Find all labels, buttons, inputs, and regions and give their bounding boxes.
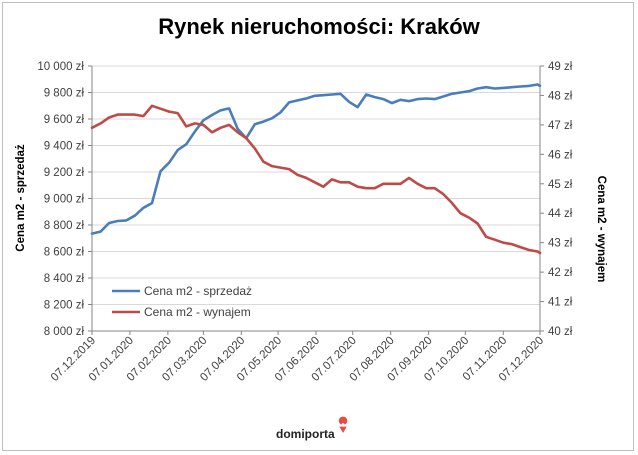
y-axis-right-title: Cena m2 - wynajem [595, 176, 607, 283]
logo-text: domiporta [276, 427, 335, 441]
y-left-tick-label: 10 000 zł [37, 61, 84, 73]
y-right-tick-label: 45 zł [548, 179, 573, 191]
y-left-tick-label: 8 000 zł [44, 326, 85, 338]
series-line-wynajem [90, 104, 542, 255]
legend: Cena m2 - sprzedaż Cena m2 - wynajem [112, 284, 252, 319]
y-axis-left: 8 000 zł 8 200 zł 8 400 zł 8 600 zł 8 800 zł… [37, 61, 93, 338]
y-right-tick-label: 46 zł [548, 149, 573, 161]
y-right-tick-label: 40 zł [548, 326, 573, 338]
x-axis: 07.12.201907.01.202007.02.202007.03.2020… [49, 330, 546, 384]
y-right-tick-label: 47 zł [548, 120, 573, 132]
y-right-tick-label: 48 zł [548, 90, 573, 102]
y-left-tick-label: 9 200 zł [44, 167, 85, 179]
y-right-tick-label: 49 zł [548, 61, 573, 73]
y-left-tick-label: 9 000 zł [44, 194, 85, 206]
chart-title: Rynek nieruchomości: Kraków [158, 14, 480, 39]
y-left-tick-label: 9 800 zł [44, 88, 85, 100]
domiporta-logo: domiporta [276, 416, 348, 441]
map-pin-dot [341, 423, 345, 427]
data-series [90, 83, 542, 255]
y-right-tick-label: 43 zł [548, 238, 573, 250]
y-axis-left-title: Cena m2 - sprzedaż [15, 144, 27, 252]
y-left-tick-label: 9 400 zł [44, 141, 85, 153]
series-line-sprzedaz [90, 83, 542, 235]
y-right-tick-label: 42 zł [548, 267, 573, 279]
legend-label: Cena m2 - sprzedaż [144, 284, 252, 298]
chart-frame [2, 2, 634, 451]
legend-label: Cena m2 - wynajem [144, 305, 251, 319]
y-left-tick-label: 8 800 zł [44, 220, 85, 232]
y-left-tick-label: 8 200 zł [44, 300, 85, 312]
y-left-tick-label: 9 600 zł [44, 114, 85, 126]
y-left-tick-label: 8 600 zł [44, 247, 85, 259]
y-right-tick-label: 44 zł [548, 208, 573, 220]
y-axis-right: 40 zł 41 zł 42 zł 43 zł 44 zł 45 zł 46 zł 47 zł… [539, 61, 573, 338]
y-left-tick-label: 8 400 zł [44, 273, 85, 285]
y-right-tick-label: 41 zł [548, 297, 573, 309]
